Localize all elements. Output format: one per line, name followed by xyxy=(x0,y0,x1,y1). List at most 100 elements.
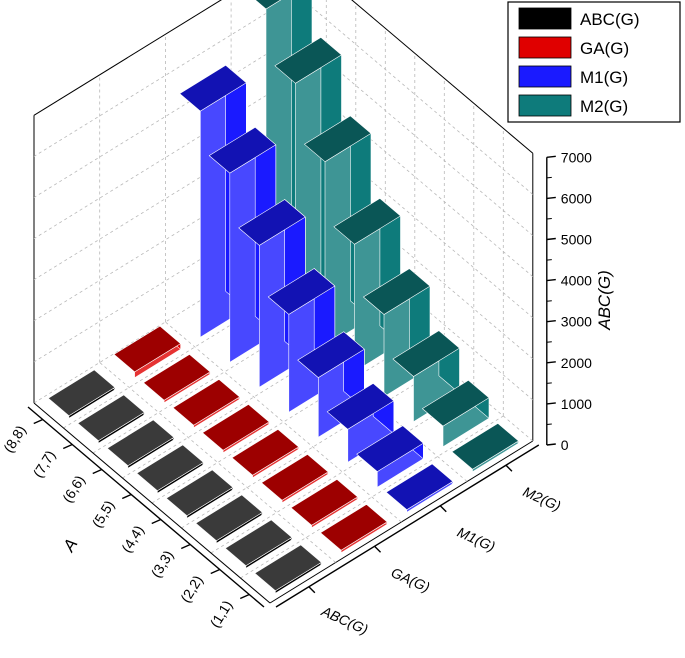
x-tick-label: (1,1) xyxy=(207,597,236,630)
z-tick-label: 1000 xyxy=(561,396,592,412)
bar-M2(G)-(2,2) xyxy=(422,379,490,448)
bar-GA(G)-(4,4) xyxy=(231,429,299,479)
x-axis-tick xyxy=(121,493,132,500)
bar-face-top xyxy=(238,199,306,246)
series-axis-line xyxy=(275,444,540,608)
series-tick-label: ABC(G) xyxy=(318,603,370,638)
z-axis-minor-tick xyxy=(546,341,552,343)
bar-ABC(G)-(6,6) xyxy=(107,419,175,469)
series-axis-tick xyxy=(505,464,513,472)
legend-label: GA(G) xyxy=(580,39,629,58)
x-axis-tick xyxy=(210,568,221,575)
z-axis-minor-tick xyxy=(546,218,552,220)
bar-ABC(G)-(2,2) xyxy=(225,519,293,569)
bar-face-top xyxy=(77,394,145,442)
bar-face-top xyxy=(143,354,211,401)
wall-edge xyxy=(33,0,222,116)
bar-face-top xyxy=(179,65,247,112)
z-axis-tick xyxy=(546,237,556,241)
x-tick-label: (7,7) xyxy=(30,447,59,480)
z-axis-tick xyxy=(546,196,556,200)
series-axis-tick xyxy=(374,545,382,553)
legend-label: M2(G) xyxy=(580,97,628,116)
bar-face-top xyxy=(202,404,270,451)
bar-face-top xyxy=(363,268,431,315)
bar-face-top xyxy=(290,479,358,526)
series-tick-label: M1(G) xyxy=(455,524,498,555)
x-tick-label: (6,6) xyxy=(59,472,88,505)
bar-GA(G)-(1,1) xyxy=(320,504,388,554)
bar-face-top xyxy=(261,454,329,501)
x-axis-tick xyxy=(62,443,73,450)
z-axis-minor-tick xyxy=(546,423,552,425)
legend-swatch xyxy=(518,7,572,30)
z-tick-label: 4000 xyxy=(561,273,592,289)
bar-face-top xyxy=(297,331,365,378)
bar-face-top xyxy=(195,494,263,542)
x-tick-label: (4,4) xyxy=(118,522,147,555)
bar-face-top xyxy=(451,423,519,470)
bar-ABC(G)-(8,8) xyxy=(47,369,116,419)
legend-swatch xyxy=(518,94,572,117)
bar-face-top xyxy=(320,504,388,551)
wall-edge xyxy=(351,0,534,154)
bar-face-top xyxy=(254,544,322,592)
z-axis-tick xyxy=(546,443,556,446)
bar-M2(G)-(3,3) xyxy=(392,330,460,423)
z-tick-label: 7000 xyxy=(561,149,592,165)
x-tick-label: (5,5) xyxy=(89,497,118,530)
bar-face-top xyxy=(208,127,277,174)
bar-GA(G)-(3,3) xyxy=(261,454,329,504)
floor-grid-line xyxy=(33,402,271,604)
x-axis-tick xyxy=(239,593,250,600)
bar-face-top xyxy=(231,429,299,476)
bar-ABC(G)-(5,5) xyxy=(136,444,204,494)
bar-M1(G)-(1,1) xyxy=(385,463,454,513)
bar-GA(G)-(7,7) xyxy=(143,354,211,404)
axes-layer xyxy=(27,155,556,608)
x-axis-tick xyxy=(180,543,191,550)
bar-face-top xyxy=(172,379,240,426)
bar-face-top xyxy=(267,268,336,315)
x-tick-label: (2,2) xyxy=(177,572,206,605)
bar-face-top xyxy=(225,519,293,567)
z-tick-label: 6000 xyxy=(561,190,592,206)
z-axis-tick xyxy=(546,402,556,405)
bar-M1(G)-(3,3) xyxy=(326,383,395,463)
x-tick-label: (3,3) xyxy=(148,547,177,580)
x-axis-tick xyxy=(151,518,162,525)
z-tick-label: 2000 xyxy=(561,355,592,371)
bar-GA(G)-(6,6) xyxy=(172,379,240,429)
bar-face-top xyxy=(385,463,454,511)
bar-face-top xyxy=(392,330,460,377)
legend-label: ABC(G) xyxy=(580,10,640,29)
series-tick-label: GA(G) xyxy=(389,564,432,595)
bar-face-top xyxy=(113,325,181,373)
z-axis-tick xyxy=(546,320,556,323)
bar-GA(G)-(5,5) xyxy=(202,404,270,454)
series-axis-tick xyxy=(439,505,447,513)
z-axis-minor-tick xyxy=(546,259,552,261)
bar-face-top xyxy=(254,0,282,10)
z-axis-minor-tick xyxy=(546,176,552,179)
x-tick-label: (8,8) xyxy=(0,422,29,455)
z-axis-minor-tick xyxy=(546,300,552,302)
z-tick-label: 0 xyxy=(561,437,569,453)
bar-face-top xyxy=(326,383,395,430)
bar-GA(G)-(2,2) xyxy=(290,479,358,529)
x-axis-tick xyxy=(33,418,44,425)
bar-ABC(G)-(3,3) xyxy=(195,494,263,544)
bar-face-top xyxy=(274,37,342,84)
bar-ABC(G)-(1,1) xyxy=(254,544,322,594)
bar-ABC(G)-(7,7) xyxy=(77,394,145,444)
bar-face-top xyxy=(166,469,234,517)
bar-ABC(G)-(4,4) xyxy=(166,469,234,519)
z-axis-tick xyxy=(546,155,556,158)
legend-label: M1(G) xyxy=(580,68,628,87)
series-axis-tick xyxy=(308,586,316,594)
z-axis-title: ABC(G) xyxy=(595,270,614,331)
z-axis-tick xyxy=(546,278,556,282)
x-axis-tick xyxy=(92,468,103,475)
legend-swatch xyxy=(518,65,572,88)
